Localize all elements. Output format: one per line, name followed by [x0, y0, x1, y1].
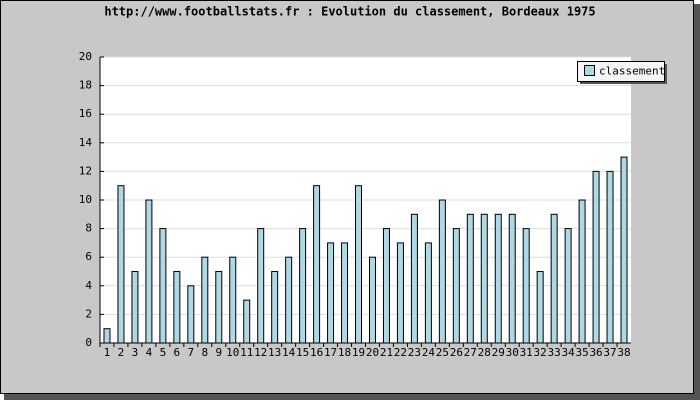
bar: [592, 170, 600, 344]
x-tick-label: 25: [436, 346, 449, 359]
bar: [536, 271, 544, 344]
bar: [159, 228, 167, 344]
x-tick-label: 1: [104, 346, 111, 359]
y-tick-label: 2: [85, 307, 92, 320]
x-tick-label: 16: [310, 346, 323, 359]
y-tick-label: 16: [79, 107, 92, 120]
legend-swatch: [584, 65, 595, 76]
x-tick-label: 29: [492, 346, 505, 359]
x-tick-label: 21: [380, 346, 393, 359]
x-tick-label: 4: [146, 346, 153, 359]
bar: [620, 156, 628, 344]
bar: [313, 185, 321, 344]
bar: [299, 228, 307, 344]
bar: [327, 242, 335, 344]
x-tick-label: 8: [201, 346, 208, 359]
bar: [550, 213, 558, 344]
x-tick-label: 18: [338, 346, 351, 359]
bar: [173, 271, 181, 344]
x-tick-label: 32: [534, 346, 547, 359]
chart-title: http://www.footballstats.fr : Evolution …: [104, 5, 595, 19]
x-tick-label: 35: [575, 346, 588, 359]
x-tick-label: 36: [589, 346, 602, 359]
x-tick-label: 15: [296, 346, 309, 359]
bar: [257, 228, 265, 344]
x-tick-label: 7: [188, 346, 195, 359]
bar: [285, 256, 293, 344]
y-tick-label: 20: [79, 50, 92, 63]
x-tick-label: 22: [394, 346, 407, 359]
legend-label: classement: [599, 65, 665, 78]
x-tick-label: 10: [226, 346, 239, 359]
x-tick-label: 17: [324, 346, 337, 359]
x-tick-label: 9: [215, 346, 222, 359]
x-tick-label: 13: [268, 346, 281, 359]
bar: [355, 185, 363, 344]
bar: [522, 228, 530, 344]
legend-box: [577, 61, 665, 82]
y-tick-label: 0: [85, 336, 92, 349]
bar: [341, 242, 349, 344]
bar: [145, 199, 153, 344]
x-tick-label: 19: [352, 346, 365, 359]
x-tick-label: 34: [561, 346, 575, 359]
bar: [480, 213, 488, 344]
x-tick-label: 28: [478, 346, 491, 359]
x-tick-label: 31: [520, 346, 533, 359]
x-tick-label: 6: [174, 346, 181, 359]
y-tick-label: 18: [79, 79, 92, 92]
x-tick-label: 33: [548, 346, 561, 359]
y-tick-label: 6: [85, 250, 92, 263]
bar: [438, 199, 446, 344]
x-tick-label: 11: [240, 346, 253, 359]
bar: [229, 256, 237, 344]
x-tick-label: 2: [118, 346, 125, 359]
x-tick-label: 27: [464, 346, 477, 359]
x-tick-label: 38: [617, 346, 630, 359]
x-tick-label: 30: [506, 346, 519, 359]
bar: [215, 271, 223, 344]
y-tick-label: 10: [79, 193, 92, 206]
bar: [564, 228, 572, 344]
bar: [382, 228, 390, 344]
y-tick-label: 8: [85, 222, 92, 235]
bar: [466, 213, 474, 344]
bar: [606, 170, 614, 344]
x-tick-label: 23: [408, 346, 421, 359]
x-tick-label: 37: [603, 346, 616, 359]
bar: [424, 242, 432, 344]
bar: [201, 256, 209, 344]
bar: [117, 185, 125, 344]
bar: [103, 328, 111, 344]
x-tick-label: 3: [132, 346, 139, 359]
x-tick-label: 24: [422, 346, 436, 359]
bar: [187, 285, 195, 344]
bar: [494, 213, 502, 344]
bar: [410, 213, 418, 344]
x-tick-label: 20: [366, 346, 379, 359]
x-tick-label: 26: [450, 346, 463, 359]
bar: [131, 271, 139, 344]
x-tick-label: 5: [160, 346, 167, 359]
x-tick-label: 12: [254, 346, 267, 359]
bar: [396, 242, 404, 344]
y-tick-label: 12: [79, 164, 92, 177]
bar: [508, 213, 516, 344]
y-tick-label: 14: [79, 136, 93, 149]
bar: [452, 228, 460, 344]
x-tick-label: 14: [282, 346, 296, 359]
bar: [368, 256, 376, 344]
y-tick-label: 4: [85, 279, 92, 292]
bar: [243, 299, 251, 344]
bar: [578, 199, 586, 344]
bar: [271, 271, 279, 344]
